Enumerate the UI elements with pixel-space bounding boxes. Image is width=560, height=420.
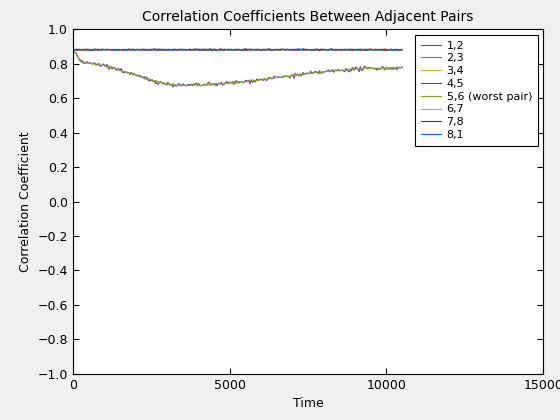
8,1 [295, 46, 302, 51]
Line: 7,8: 7,8 [73, 49, 402, 51]
2,3 [370, 47, 377, 52]
8,1 [399, 47, 405, 52]
6,7 [69, 47, 76, 52]
4,5 [348, 68, 355, 74]
8,1 [272, 47, 279, 52]
8,1 [69, 47, 76, 52]
6,7 [349, 47, 356, 52]
8,1 [267, 47, 273, 52]
Line: 1,2: 1,2 [73, 48, 402, 51]
7,8 [267, 47, 273, 52]
6,7 [273, 47, 280, 52]
2,3 [265, 46, 272, 51]
7,8 [272, 47, 279, 52]
6,7 [71, 47, 77, 52]
Line: 2,3: 2,3 [73, 49, 402, 50]
7,8 [399, 47, 405, 52]
2,3 [349, 47, 356, 52]
5,6 (worst pair) [267, 75, 273, 80]
4,5 [170, 84, 176, 89]
3,4 [268, 47, 274, 52]
3,4 [399, 47, 405, 52]
3,4 [69, 47, 76, 52]
2,3 [338, 48, 345, 53]
2,3 [264, 47, 271, 52]
4,5 [71, 49, 77, 54]
5,6 (worst pair) [69, 47, 76, 52]
X-axis label: Time: Time [293, 397, 323, 410]
3,4 [273, 47, 280, 52]
7,8 [316, 48, 323, 53]
5,6 (worst pair) [272, 75, 279, 80]
7,8 [69, 47, 76, 52]
1,2 [370, 47, 377, 52]
4,5 [272, 75, 279, 80]
6,7 [170, 48, 176, 53]
1,2 [264, 47, 271, 52]
5,6 (worst pair) [399, 66, 405, 71]
Title: Correlation Coefficients Between Adjacent Pairs: Correlation Coefficients Between Adjacen… [142, 10, 474, 24]
4,5 [369, 66, 376, 71]
3,4 [370, 47, 377, 52]
1,2 [69, 47, 76, 52]
8,1 [244, 48, 250, 53]
2,3 [69, 47, 76, 52]
1,2 [399, 47, 405, 52]
1,2 [265, 47, 272, 52]
6,7 [268, 47, 274, 52]
2,3 [399, 47, 405, 52]
5,6 (worst pair) [265, 76, 272, 81]
1,2 [348, 47, 355, 52]
7,8 [349, 47, 356, 52]
3,4 [120, 48, 127, 53]
4,5 [267, 75, 273, 80]
2,3 [272, 47, 279, 52]
7,8 [265, 47, 272, 52]
Line: 3,4: 3,4 [73, 49, 402, 51]
1,2 [71, 47, 77, 52]
5,6 (worst pair) [348, 66, 355, 71]
Line: 5,6 (worst pair): 5,6 (worst pair) [73, 50, 402, 86]
Y-axis label: Correlation Coefficient: Correlation Coefficient [19, 131, 32, 272]
6,7 [196, 46, 203, 51]
2,3 [267, 47, 273, 52]
8,1 [265, 47, 272, 52]
Line: 4,5: 4,5 [73, 49, 402, 87]
Line: 8,1: 8,1 [73, 49, 402, 51]
3,4 [71, 47, 77, 52]
3,4 [267, 47, 273, 52]
5,6 (worst pair) [369, 66, 376, 71]
7,8 [242, 46, 249, 51]
4,5 [265, 75, 272, 80]
3,4 [240, 46, 247, 51]
7,8 [370, 47, 377, 52]
Legend: 1,2, 2,3, 3,4, 4,5, 5,6 (worst pair), 6,7, 7,8, 8,1: 1,2, 2,3, 3,4, 4,5, 5,6 (worst pair), 6,… [416, 35, 538, 145]
5,6 (worst pair) [71, 49, 77, 54]
Line: 6,7: 6,7 [73, 49, 402, 51]
8,1 [349, 47, 356, 52]
8,1 [370, 47, 377, 52]
5,6 (worst pair) [185, 83, 192, 88]
4,5 [69, 47, 76, 52]
1,2 [300, 46, 306, 51]
6,7 [399, 47, 405, 52]
1,2 [271, 47, 278, 52]
6,7 [370, 47, 377, 52]
1,2 [358, 48, 365, 53]
8,1 [71, 47, 77, 52]
6,7 [267, 47, 273, 52]
7,8 [71, 47, 77, 52]
3,4 [349, 47, 356, 52]
2,3 [71, 47, 77, 52]
4,5 [399, 64, 405, 69]
